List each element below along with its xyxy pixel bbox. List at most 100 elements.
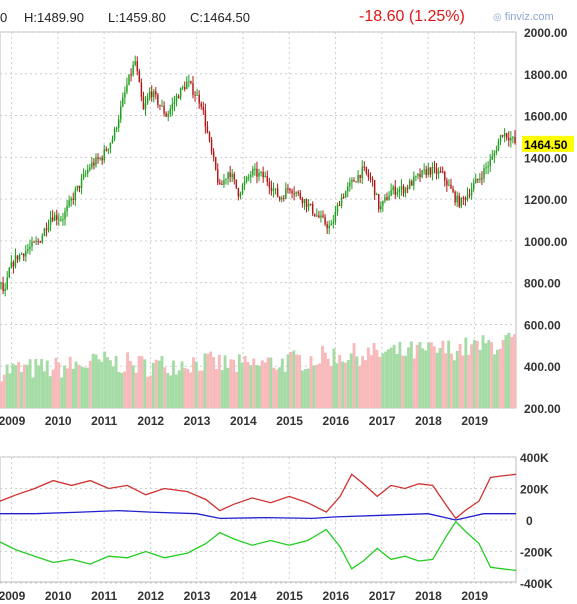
volume-bar [430,342,433,408]
volume-bar [309,356,313,408]
candle-body [82,174,85,179]
candle-body [64,211,66,220]
candle-body [33,241,35,243]
candle-body [175,96,178,102]
candle-body [330,223,333,226]
candle-body [444,171,446,181]
candle-body [120,106,122,120]
candle-body [413,176,415,186]
x-tick-label: 2013 [184,414,211,428]
candle-body [268,181,271,188]
volume-bar [341,361,344,408]
candle-body [47,225,50,231]
candle-body [74,189,77,200]
x-tick-label: 2017 [369,414,396,428]
volume-bar [108,360,112,408]
candle-body [359,174,361,179]
x-tick-label: 2011 [91,589,117,603]
candle-body [357,174,359,182]
x-tick-label: 2015 [276,589,303,603]
x-tick-label: 2019 [461,589,488,603]
open-value: 0 [0,10,8,25]
volume-bar [278,367,281,408]
candle-body [23,253,25,257]
volume-bar [387,349,390,408]
volume-bar [177,370,181,408]
candle-body [233,173,235,180]
volume-bar [495,349,499,408]
candle-body [103,149,105,161]
volume-bar [467,354,471,408]
candle-body [68,200,70,206]
volume-bar [111,366,115,408]
volume-bar [258,365,261,408]
volume-bar [215,369,218,408]
candle-body [307,203,310,208]
y-tick-label: 200K [520,483,549,497]
y-tick-label: 2000.00 [524,26,568,40]
volume-bar [114,355,118,408]
volume-bar [134,372,138,408]
volume-bar [229,359,233,408]
candle-body [380,205,382,210]
volume-bar [209,351,213,408]
candle-body [169,108,172,114]
candle-body [293,193,295,195]
candle-body [124,92,126,98]
candle-body [115,127,118,129]
candle-body [29,246,31,250]
candle-body [72,198,75,200]
volume-bar [131,365,135,408]
candle-body [326,224,328,229]
volume-bar [212,357,215,408]
volume-bar [418,341,422,408]
candle-body [324,217,326,225]
candle-body [487,166,489,168]
candle-body [231,173,233,178]
source-link[interactable]: ◎ finviz.com [493,11,554,23]
candle-body [229,172,231,178]
candle-body [274,188,277,190]
candle-body [76,185,79,190]
volume-bar [117,371,121,408]
candle-body [289,188,291,191]
candle-body [237,188,240,197]
volume-bar [381,353,385,408]
volume-bar [217,354,221,408]
candle-body [411,181,413,186]
volume-bar [123,371,127,408]
volume-bar [513,334,516,408]
volume-bar [120,372,124,408]
volume-bar [441,340,445,408]
candle-body [89,167,91,170]
volume-bar [174,374,178,408]
y-tick-label: 1600.00 [524,110,568,124]
candle-body [491,156,493,160]
candle-body [309,203,312,205]
candle-body [353,180,355,182]
candle-body [475,178,477,184]
y-tick-label: 200.00 [524,402,561,416]
candle-body [408,181,411,189]
candle-body [485,167,487,169]
candle-body [165,113,167,117]
x-tick-label: 2018 [415,589,442,603]
volume-bar [458,343,462,408]
volume-bar [163,367,167,408]
volume-bar [366,347,370,408]
candle-body [481,178,483,180]
candle-body [148,91,151,98]
candle-body [295,192,297,194]
candle-body [161,105,163,107]
candle-body [332,222,335,224]
volume-bar [186,369,190,408]
candle-body [0,282,2,284]
candle-body [369,177,372,179]
volume-bar [197,370,201,408]
candle-body [392,186,394,191]
x-tick-label: 2010 [45,589,72,603]
candle-body [371,178,374,181]
volume-bar [249,365,253,408]
candle-body [363,166,366,168]
candle-body [20,253,23,255]
